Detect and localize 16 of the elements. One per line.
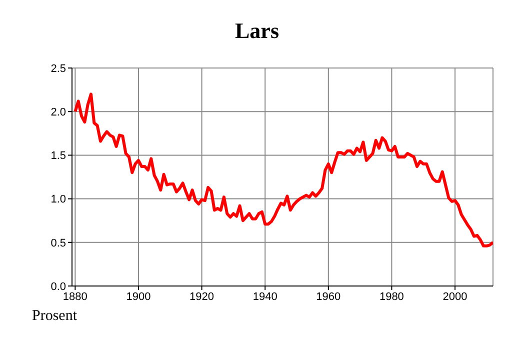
x-tick-label: 1960 [316, 290, 341, 303]
y-tick-label: 1.5 [50, 150, 66, 162]
x-tick-label: 1940 [252, 290, 278, 303]
x-tick-label: 1920 [190, 290, 214, 303]
y-tick-label: 0.5 [50, 237, 66, 250]
y-tick-label: 2.0 [50, 106, 66, 119]
text: Prosent [32, 308, 77, 325]
x-tick-label: 1900 [126, 290, 151, 303]
y-tick-label: 1.0 [50, 194, 66, 206]
y-tick-label: 0.0 [50, 280, 66, 293]
x-tick-label: 1980 [379, 290, 404, 303]
x-tick-label: 1880 [62, 290, 88, 303]
x-tick-label: 2000 [442, 290, 468, 303]
line-series [74, 92, 493, 248]
chart-title: Lars [234, 18, 280, 44]
y-tick-label: 2.5 [50, 62, 66, 75]
